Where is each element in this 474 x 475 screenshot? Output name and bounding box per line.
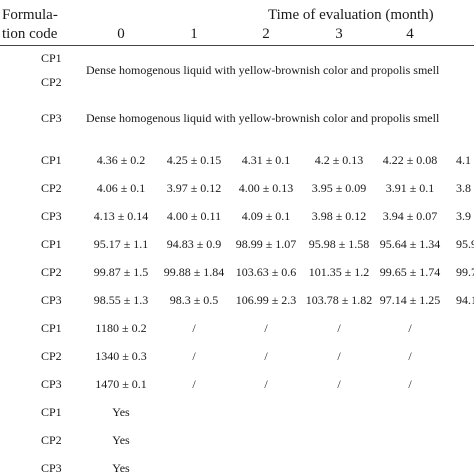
table-cell: 4.2 ± 0.13 — [314, 153, 364, 167]
table-cell: / — [337, 349, 341, 363]
table-cell: 4.22 ± 0.08 — [382, 153, 438, 167]
table-cell: 101.35 ± 1.2 — [308, 265, 370, 279]
table-cell: 4.09 ± 0.1 — [241, 209, 291, 223]
formulation-header-line1: Formula- — [2, 7, 58, 23]
row-code: CP1 — [41, 153, 62, 167]
table-cell: / — [337, 321, 341, 335]
month-header: 1 — [190, 26, 198, 42]
row-code: CP3 — [41, 461, 62, 475]
table-cell: 103.63 ± 0.6 — [235, 265, 297, 279]
table-cell: 106.99 ± 2.3 — [235, 293, 297, 307]
row-code: CP1 — [41, 321, 62, 335]
table-cell: 1470 ± 0.1 — [95, 377, 147, 391]
appearance-code: CP2 — [41, 75, 62, 89]
appearance-description: Dense homogenous liquid with yellow-brow… — [86, 111, 440, 125]
appearance-description: Dense homogenous liquid with yellow-brow… — [86, 63, 440, 77]
table-cell: 3.95 ± 0.09 — [311, 181, 367, 195]
table-cell: 3.94 ± 0.07 — [382, 209, 438, 223]
row-code: CP1 — [41, 237, 62, 251]
table-cell: 97.14 ± 1.25 — [379, 293, 441, 307]
table-cell: 4.36 ± 0.2 — [96, 153, 146, 167]
table-cell: Yes — [112, 433, 130, 447]
month-header: 3 — [335, 26, 343, 42]
row-code: CP3 — [41, 209, 62, 223]
table-cell: / — [408, 349, 412, 363]
formulation-header-line2: tion code — [2, 26, 58, 42]
table-cell: / — [408, 321, 412, 335]
month-header: 0 — [117, 26, 125, 42]
table-cell: 99.87 ± 1.5 — [93, 265, 149, 279]
table-cell: / — [192, 349, 196, 363]
table-cell: 3.9 — [456, 209, 471, 223]
table-cell: Yes — [112, 461, 130, 475]
table-cell: 99.88 ± 1.84 — [163, 265, 225, 279]
row-code: CP2 — [41, 433, 62, 447]
table-cell: Yes — [112, 405, 130, 419]
table-cell: 94.1 — [456, 293, 474, 307]
table-cell: 95.17 ± 1.1 — [93, 237, 149, 251]
table-cell: 3.97 ± 0.12 — [166, 181, 222, 195]
table-cell: 98.3 ± 0.5 — [169, 293, 219, 307]
table-cell: 94.83 ± 0.9 — [166, 237, 222, 251]
table-cell: 1180 ± 0.2 — [95, 321, 147, 335]
table-cell: 4.13 ± 0.14 — [93, 209, 149, 223]
appearance-code: CP3 — [41, 111, 62, 125]
table-cell: 98.99 ± 1.07 — [235, 237, 297, 251]
row-code: CP3 — [41, 377, 62, 391]
header-rule — [0, 45, 474, 46]
appearance-code: CP1 — [41, 51, 62, 65]
table-cell: 95.98 ± 1.58 — [308, 237, 370, 251]
row-code: CP3 — [41, 293, 62, 307]
table-cell: 4.00 ± 0.13 — [238, 181, 294, 195]
table-cell: / — [192, 377, 196, 391]
table-cell: 99.65 ± 1.74 — [379, 265, 441, 279]
table-cell: 4.06 ± 0.1 — [96, 181, 146, 195]
table-cell: 4.1 — [456, 153, 471, 167]
time-of-evaluation-header: Time of evaluation (month) — [268, 7, 434, 23]
month-header: 2 — [262, 26, 270, 42]
table-cell: 3.8 — [456, 181, 471, 195]
table-cell: 98.55 ± 1.3 — [93, 293, 149, 307]
table-cell: / — [264, 377, 268, 391]
table-cell: 4.25 ± 0.15 — [166, 153, 222, 167]
table-cell: / — [337, 377, 341, 391]
row-code: CP1 — [41, 405, 62, 419]
row-code: CP2 — [41, 349, 62, 363]
table-cell: 95.64 ± 1.34 — [379, 237, 441, 251]
table-cell: 4.00 ± 0.11 — [166, 209, 222, 223]
table-cell: / — [192, 321, 196, 335]
table-cell: / — [264, 349, 268, 363]
month-header: 4 — [406, 26, 414, 42]
table-cell: / — [264, 321, 268, 335]
row-code: CP2 — [41, 265, 62, 279]
table-cell: 3.91 ± 0.1 — [385, 181, 435, 195]
table-cell: / — [408, 377, 412, 391]
table-cell: 99.7 — [456, 265, 474, 279]
row-code: CP2 — [41, 181, 62, 195]
table-cell: 103.78 ± 1.82 — [305, 293, 373, 307]
table-cell: 1340 ± 0.3 — [95, 349, 147, 363]
table-cell: 3.98 ± 0.12 — [311, 209, 367, 223]
table-cell: 95.9 — [456, 237, 474, 251]
table-cell: 4.31 ± 0.1 — [241, 153, 291, 167]
